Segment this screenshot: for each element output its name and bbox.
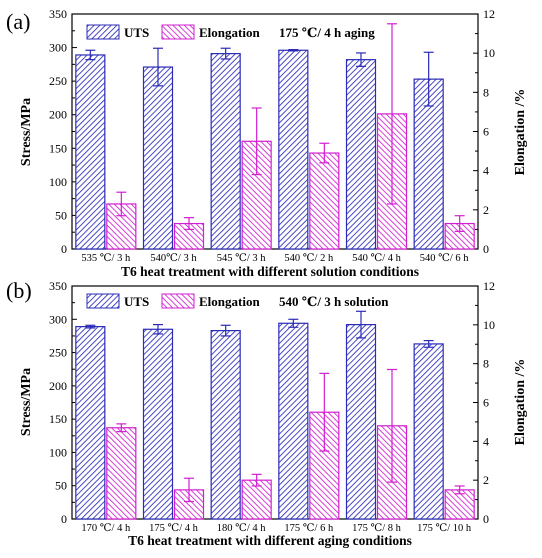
panel-b-ytick-label-2: 100	[49, 445, 67, 459]
panel-b-y2tick-label-3: 6	[483, 396, 489, 410]
panel-a-left-ticks: 0 50 100 150 200 250 300 350	[49, 7, 77, 256]
panel-b-y2tick-label-0: 0	[483, 512, 489, 526]
panel-a-category-label-3: 540 ℃/ 2 h	[284, 253, 334, 264]
panel-a-bar-uts-1	[142, 66, 174, 250]
panel-b-category-label-2: 180 ℃/ 4 h	[217, 523, 267, 534]
panel-a-legend-elongation-swatch	[161, 24, 195, 40]
panel-b: (b) 0 50 100 150 200 250 300 350 0 2 4 6 8 10 12 170 …	[6, 278, 528, 548]
panel-a-category-label-1: 540℃/ 3 h	[150, 253, 197, 264]
panel-a-bar-uts-4	[345, 59, 377, 250]
panel-b-ytick-label-4: 200	[49, 379, 67, 393]
panel-a-legend: UTS Elongation 175 ℃/ 4 h aging	[86, 24, 375, 40]
panel-a-bar-uts-3	[278, 49, 309, 250]
panel-b-legend: UTS Elongation 540 ℃/ 3 h solution	[86, 293, 389, 309]
panel-b-xlabel: T6 heat treatment with different aging c…	[128, 533, 412, 548]
panel-b-right-ticks: 0 2 4 6 8 10 12	[473, 279, 495, 526]
panel-b-y2tick-label-5: 10	[483, 318, 495, 332]
panel-a-y2tick-label-0: 0	[483, 242, 489, 256]
panel-a-ytick-label-4: 200	[49, 108, 67, 122]
panel-a-category-label-0: 535 ℃/ 3 h	[81, 253, 131, 264]
panel-b-category-label-4: 175 ℃/ 8 h	[352, 523, 402, 534]
panel-b-y2tick-label-1: 2	[483, 473, 489, 487]
panel-a-legend-uts-swatch	[86, 24, 120, 40]
panel-b-left-ticks: 0 50 100 150 200 250 300 350	[49, 279, 77, 526]
panel-a-xlabel: T6 heat treatment with different solutio…	[121, 264, 419, 279]
panel-a-category-label-2: 545 ℃/ 3 h	[217, 253, 267, 264]
panel-a-y2label: Elongation /%	[513, 89, 528, 176]
panel-a-y2tick-label-3: 6	[483, 125, 489, 139]
panel-b-ytick-label-3: 150	[49, 412, 67, 426]
panel-a-legend-note: 175 ℃/ 4 h aging	[279, 25, 375, 40]
panel-b-legend-elongation-label: Elongation	[199, 294, 260, 309]
panel-b-legend-elongation-swatch	[161, 293, 195, 309]
panel-a-ytick-label-1: 50	[55, 208, 67, 222]
panel-b-ylabel: Stress/MPa	[19, 368, 34, 436]
panel-b-bar-uts-1	[142, 328, 174, 520]
panel-b-ytick-label-5: 250	[49, 346, 67, 360]
panel-b-ytick-label-7: 350	[49, 279, 67, 293]
panel-b-y2tick-label-4: 8	[483, 357, 489, 371]
panel-a-bars	[75, 49, 475, 250]
panel-a-errorbars	[85, 23, 465, 232]
panel-a-y2tick-label-1: 2	[483, 203, 489, 217]
panel-b-bar-uts-2	[210, 330, 241, 520]
panel-b-bar-uts-5	[413, 343, 444, 520]
panel-a-category-labels: 535 ℃/ 3 h 540℃/ 3 h 545 ℃/ 3 h 540 ℃/ 2 h 5…	[81, 253, 469, 264]
panel-b-bar-elongation-0	[106, 427, 137, 520]
panel-a-ytick-label-6: 300	[49, 41, 67, 55]
panel-a-y2tick-label-5: 10	[483, 46, 495, 60]
panel-a-ytick-label-0: 0	[61, 242, 67, 256]
panel-b-category-label-5: 175 ℃/ 10 h	[417, 523, 472, 534]
panel-a-ytick-label-5: 250	[49, 74, 67, 88]
panel-b-ytick-label-1: 50	[55, 479, 67, 493]
panel-a-ytick-label-7: 350	[49, 7, 67, 21]
panel-a-label: (a)	[6, 9, 30, 34]
panel-a-bar-uts-2	[210, 53, 241, 250]
panel-a-category-label-5: 540 ℃/ 6 h	[420, 253, 470, 264]
panel-b-errorbars	[85, 310, 465, 503]
panel-a-right-ticks: 0 2 4 6 8 10 12	[473, 7, 495, 256]
panel-b-bar-uts-3	[278, 322, 309, 520]
panel-b-bar-uts-0	[75, 326, 106, 520]
panel-b-label: (b)	[6, 278, 32, 303]
panel-a-bar-elongation-3	[309, 152, 340, 250]
panel-b-ytick-label-6: 300	[49, 312, 67, 326]
panel-b-category-label-0: 170 ℃/ 4 h	[81, 523, 131, 534]
panel-a: (a) 0 50 100 150 200 250 300 350 0 2 4 6 8 10 12 535 …	[6, 7, 528, 279]
panel-b-category-label-1: 175 ℃/ 4 h	[149, 523, 199, 534]
panel-b-y2tick-label-2: 4	[483, 434, 489, 448]
panel-b-bars	[75, 322, 475, 520]
panel-b-legend-uts-label: UTS	[124, 294, 149, 309]
panel-a-ytick-label-3: 150	[49, 141, 67, 155]
panel-a-bar-uts-0	[75, 54, 106, 250]
panel-a-ytick-label-2: 100	[49, 175, 67, 189]
panel-a-legend-elongation-label: Elongation	[199, 25, 260, 40]
panel-a-y2tick-label-6: 12	[483, 7, 495, 21]
panel-a-category-label-4: 540 ℃/ 4 h	[352, 253, 402, 264]
panel-b-category-label-3: 175 ℃/ 6 h	[284, 523, 334, 534]
panel-a-y2tick-label-4: 8	[483, 85, 489, 99]
panel-b-y2tick-label-6: 12	[483, 279, 495, 293]
panel-a-y2tick-label-2: 4	[483, 164, 489, 178]
panel-b-bar-uts-4	[345, 324, 377, 520]
panel-b-ytick-label-0: 0	[61, 512, 67, 526]
panel-a-ylabel: Stress/MPa	[19, 98, 34, 166]
panel-b-legend-note: 540 ℃/ 3 h solution	[279, 294, 389, 309]
panel-b-y2label: Elongation /%	[513, 359, 528, 446]
panel-a-legend-uts-label: UTS	[124, 25, 149, 40]
panel-b-bar-elongation-2	[241, 479, 272, 520]
panel-b-legend-uts-swatch	[86, 293, 120, 309]
panel-b-category-labels: 170 ℃/ 4 h 175 ℃/ 4 h 180 ℃/ 4 h 175 ℃/ 6 h…	[81, 523, 471, 534]
